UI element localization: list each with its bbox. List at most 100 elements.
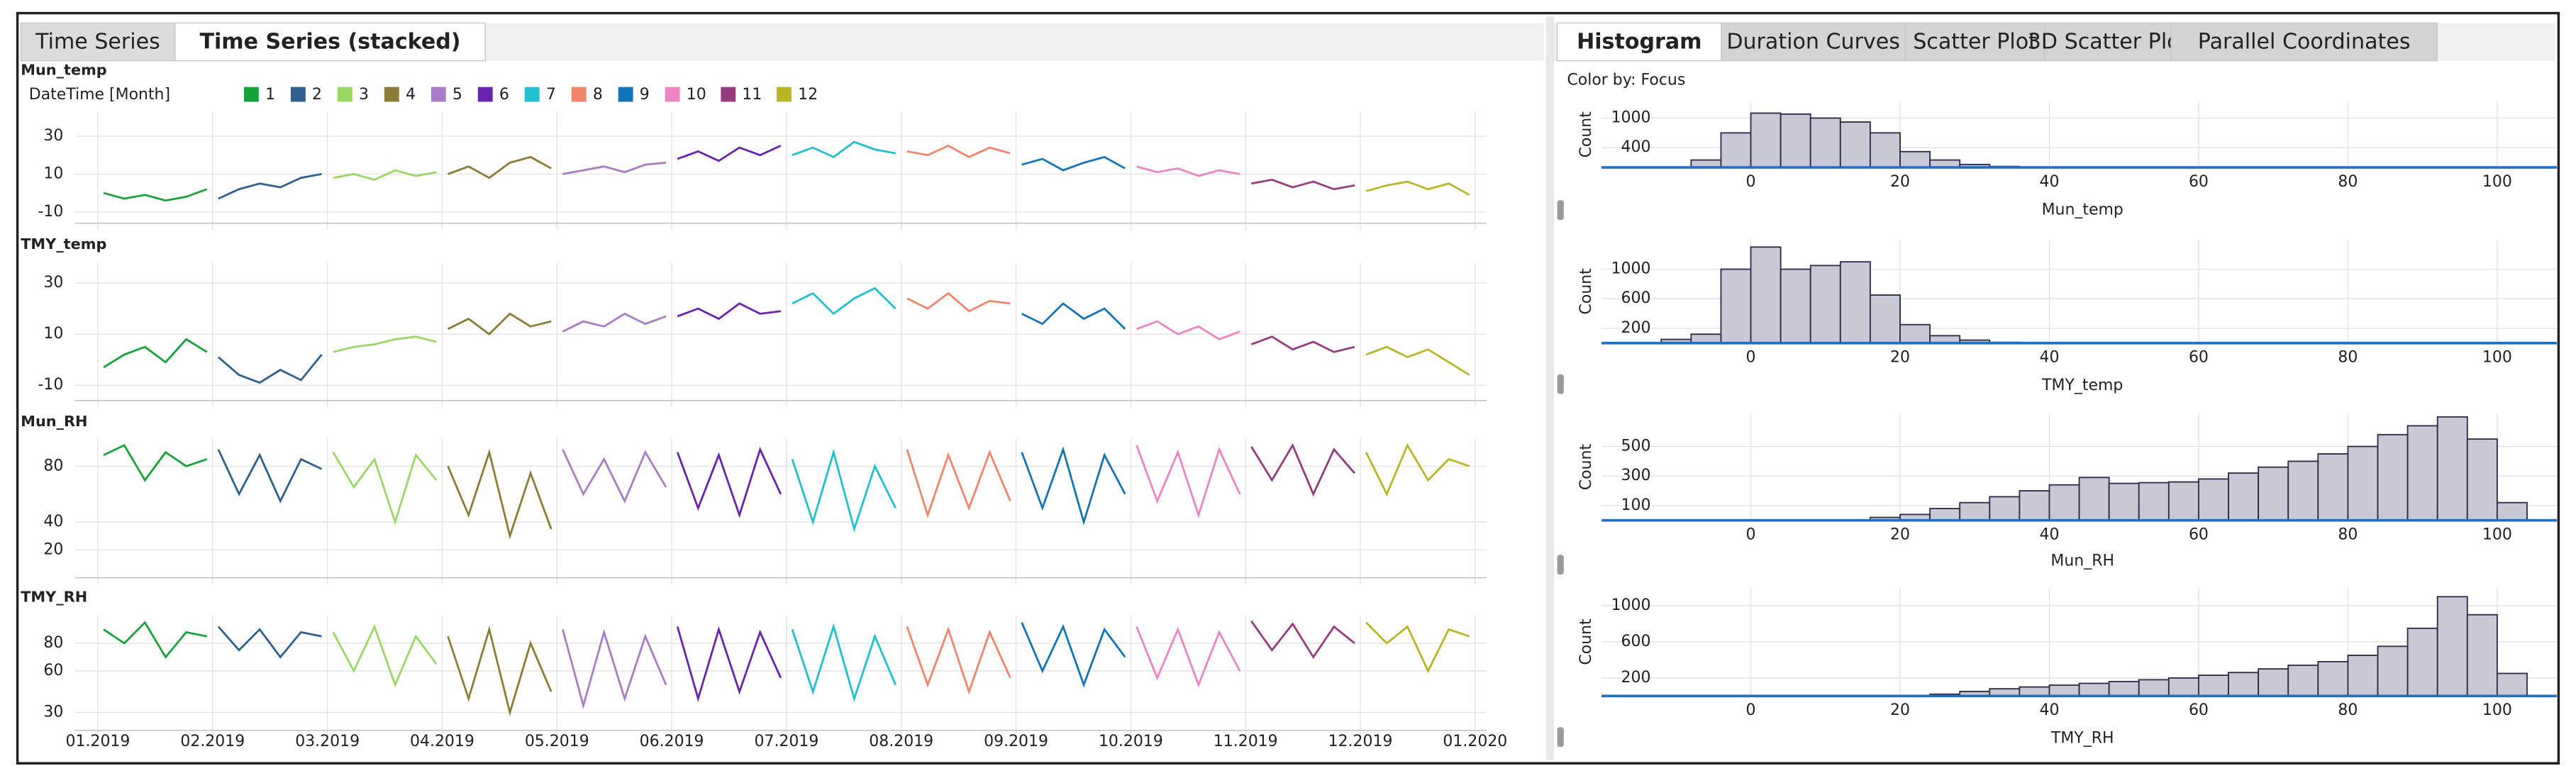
y-tick-label: 60 xyxy=(43,662,63,679)
x-tick-label: 40 xyxy=(2039,701,2059,719)
histogram-bar xyxy=(2317,452,2349,521)
series-line xyxy=(676,626,782,702)
x-tick-label: 20 xyxy=(1890,701,1910,719)
histogram-bar xyxy=(2108,681,2140,697)
histogram-bar xyxy=(1690,333,1722,344)
legend-swatch xyxy=(477,87,493,102)
series-line xyxy=(562,312,667,333)
histogram-bar xyxy=(2317,661,2349,697)
x-tick-label: 80 xyxy=(2338,173,2358,191)
series-line xyxy=(1251,178,1355,191)
histogram-bar xyxy=(1839,261,1871,344)
tab-label[interactable]: Time Series xyxy=(35,30,160,55)
legend-label: 6 xyxy=(499,86,509,104)
x-tick-label: 60 xyxy=(2189,349,2209,367)
x-axis-label: Mun_temp xyxy=(2042,201,2123,218)
tab-label[interactable]: Histogram xyxy=(1577,30,1701,55)
y-tick-label: 500 xyxy=(1621,438,1651,455)
tab-label[interactable]: Parallel Coordinates xyxy=(2198,30,2411,55)
tab[interactable] xyxy=(174,22,486,62)
x-tick-label: 100 xyxy=(2482,173,2512,191)
tab-label[interactable]: Scatter Plot xyxy=(1913,30,2037,55)
histogram-bar xyxy=(2287,460,2319,521)
y-tick-label: 10 xyxy=(43,165,63,182)
histogram-bar xyxy=(2167,677,2199,697)
x-tick-label: 40 xyxy=(2039,173,2059,191)
chart-title: Mun_RH xyxy=(21,413,87,430)
x-axis-label: Mun_RH xyxy=(2050,552,2114,570)
y-tick-label: 40 xyxy=(43,513,63,531)
y-axis-label: Count xyxy=(1577,268,1595,315)
histogram-bar xyxy=(2048,684,2080,697)
tab-label[interactable]: Duration Curves xyxy=(1726,30,1900,55)
tab-label[interactable]: 3D Scatter Plot xyxy=(2028,30,2189,55)
series-line xyxy=(906,626,1011,695)
series-line xyxy=(1136,445,1241,518)
x-tick-label: 100 xyxy=(2482,526,2512,544)
series-line xyxy=(447,312,552,335)
series-line xyxy=(562,628,667,710)
histogram-bar xyxy=(2496,501,2528,521)
tab[interactable] xyxy=(1904,22,2045,62)
histogram-bar xyxy=(2167,481,2199,521)
histogram-bar xyxy=(1750,246,1782,344)
histogram-bar xyxy=(1869,132,1901,169)
x-tick-label: 01.2019 xyxy=(66,733,131,750)
histogram-bar xyxy=(1780,113,1811,169)
series-line xyxy=(448,155,552,179)
series-line xyxy=(217,449,323,504)
series-line xyxy=(1021,622,1126,688)
series-line xyxy=(217,626,322,659)
series-line xyxy=(676,446,782,518)
legend-swatch xyxy=(431,87,446,102)
series-line xyxy=(1250,335,1355,353)
x-tick-label: 60 xyxy=(2189,173,2209,191)
x-tick-label: 05.2019 xyxy=(525,733,589,750)
histogram-bar xyxy=(1809,117,1841,169)
series-line xyxy=(1136,165,1240,177)
series-line xyxy=(1021,302,1126,330)
legend-swatch xyxy=(721,87,736,102)
y-tick-label: 10 xyxy=(43,325,63,343)
series-line xyxy=(217,354,323,384)
x-axis-label: TMY_temp xyxy=(2041,377,2123,394)
legend-label: 4 xyxy=(406,86,416,104)
x-tick-label: 0 xyxy=(1746,526,1756,544)
series-line xyxy=(1365,621,1470,674)
x-tick-label: 80 xyxy=(2338,349,2358,367)
legend-swatch xyxy=(244,87,259,102)
histogram-bar xyxy=(2019,686,2050,697)
series-line xyxy=(791,448,896,533)
x-tick-label: 80 xyxy=(2338,526,2358,544)
series-line xyxy=(1365,180,1470,196)
series-line xyxy=(792,140,896,159)
tab[interactable] xyxy=(2170,22,2438,62)
histogram-bar xyxy=(1839,121,1871,169)
series-line xyxy=(1021,446,1126,526)
series-line xyxy=(103,621,207,659)
histogram-bar xyxy=(1959,501,1991,521)
series-line xyxy=(447,448,553,540)
histogram-bar xyxy=(1989,496,2021,521)
histogram-bar xyxy=(2496,672,2528,697)
tab[interactable] xyxy=(1556,22,1722,62)
x-tick-label: 20 xyxy=(1890,173,1910,191)
y-tick-label: 30 xyxy=(43,274,63,291)
tab-label[interactable]: Time Series (stacked) xyxy=(199,30,460,55)
histogram-bar xyxy=(1750,112,1782,169)
x-tick-label: 40 xyxy=(2039,349,2059,367)
x-tick-label: 10.2019 xyxy=(1099,733,1163,750)
legend-swatch xyxy=(524,87,540,102)
series-line xyxy=(1021,155,1126,172)
histogram-bar xyxy=(2078,682,2110,697)
histogram-bar xyxy=(2406,425,2438,521)
y-tick-label: 600 xyxy=(1621,633,1651,650)
histogram-bar xyxy=(2258,668,2289,697)
x-tick-label: 12.2019 xyxy=(1328,733,1393,750)
series-line xyxy=(677,145,782,162)
x-tick-label: 08.2019 xyxy=(869,733,933,750)
tab[interactable] xyxy=(1721,22,1906,62)
x-tick-label: 20 xyxy=(1890,349,1910,367)
y-tick-label: 200 xyxy=(1621,319,1651,337)
tab[interactable] xyxy=(2044,22,2172,62)
